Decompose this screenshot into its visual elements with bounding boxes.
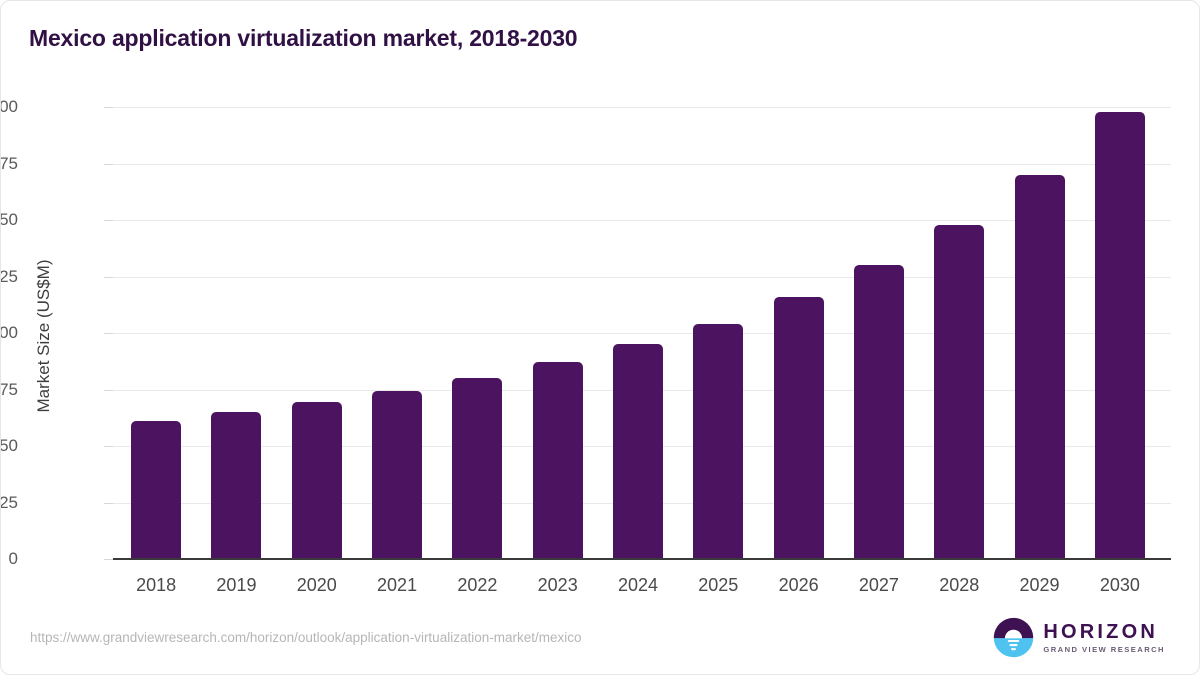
y-tick-mark [104, 333, 113, 334]
bar[interactable] [211, 412, 262, 559]
y-tick-label: 0 [8, 549, 18, 568]
x-tick-label: 2029 [1019, 575, 1060, 595]
x-tick-label: 2019 [216, 575, 257, 595]
y-tick-mark [104, 559, 113, 560]
y-tick-label: 175 [0, 153, 18, 173]
bar[interactable] [693, 323, 744, 559]
bar[interactable] [291, 401, 342, 559]
y-tick-label: 125 [0, 266, 18, 286]
bars-group [113, 107, 1171, 559]
bar[interactable] [131, 421, 182, 559]
bar[interactable] [1094, 111, 1145, 559]
x-tick-label: 2028 [939, 575, 980, 595]
y-tick-label: 50 [0, 436, 18, 455]
gridline [113, 107, 1171, 108]
y-tick-mark [104, 502, 113, 504]
logo-text: HORIZON GRAND VIEW RESEARCH [1043, 622, 1165, 654]
x-tick-label: 2022 [457, 575, 498, 595]
gridline [113, 163, 1171, 165]
y-tick-label: 25 [0, 492, 18, 512]
x-axis-line [113, 558, 1171, 560]
x-tick-label: 2024 [617, 575, 659, 595]
gridline [113, 276, 1171, 278]
y-axis-title: Market Size (US$M) [34, 259, 53, 413]
bar[interactable] [773, 296, 824, 559]
y-tick-label: 150 [0, 210, 18, 229]
bar[interactable] [1014, 174, 1065, 559]
gridline [113, 333, 1171, 334]
bar[interactable] [532, 362, 583, 559]
bar[interactable] [452, 378, 503, 559]
x-tick-label: 2021 [377, 575, 418, 595]
y-tick-mark [104, 276, 113, 278]
x-tick-label: 2018 [136, 575, 177, 595]
logo-wordmark: HORIZON [1043, 620, 1158, 643]
y-tick-label: 200 [0, 97, 18, 116]
x-tick-label: 2030 [1099, 575, 1140, 595]
bar[interactable] [372, 390, 423, 559]
bar[interactable] [853, 265, 904, 559]
x-tick-label: 2027 [858, 575, 899, 595]
y-tick-mark [104, 389, 113, 391]
horizon-logo[interactable]: HORIZON GRAND VIEW RESEARCH [993, 617, 1165, 658]
logo-tagline: GRAND VIEW RESEARCH [1043, 644, 1165, 654]
y-tick-mark [104, 163, 113, 165]
y-tick-mark [104, 446, 113, 447]
x-tick-label: 2020 [296, 575, 337, 595]
horizon-sunset-icon [994, 617, 1034, 658]
page-title: Mexico application virtualization market… [29, 25, 578, 51]
source-url[interactable]: https://www.grandviewresearch.com/horizo… [30, 630, 582, 645]
plot-area: 2018 2019 2020 2021 2022 2023 2024 2025 2026 2027… [104, 107, 1171, 595]
bar[interactable] [613, 344, 663, 559]
y-tick-mark [104, 220, 113, 221]
x-tick-label: 2025 [698, 575, 739, 595]
y-tick-label: 100 [0, 323, 18, 342]
y-tick-mark [104, 107, 113, 108]
gridline [113, 220, 1171, 221]
x-tick-label: 2023 [537, 575, 578, 595]
bar[interactable] [934, 224, 985, 559]
y-tick-label: 75 [0, 379, 18, 399]
x-tick-label: 2026 [778, 575, 819, 595]
